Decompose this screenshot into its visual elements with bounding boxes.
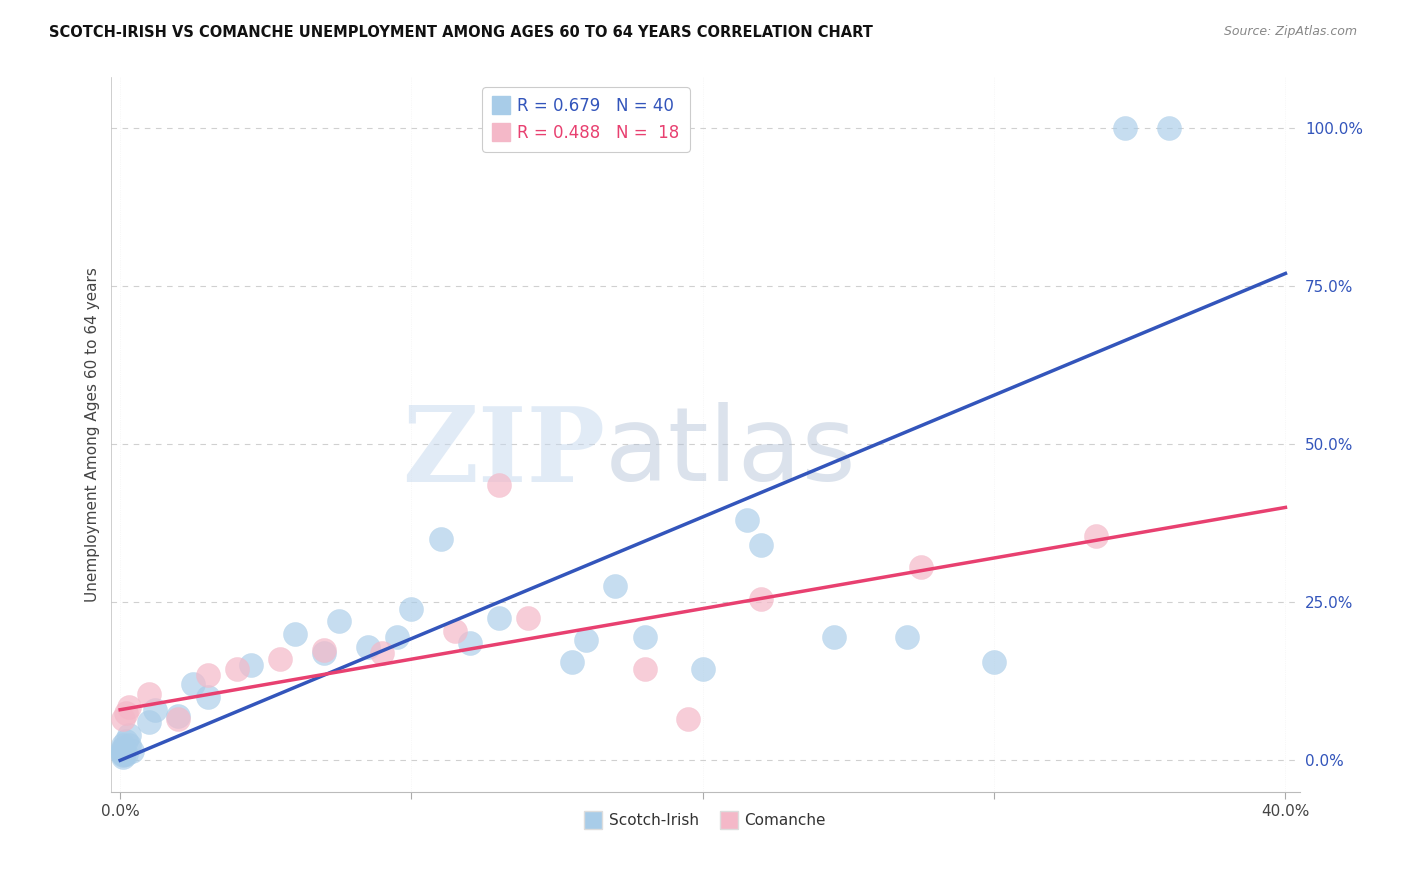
- Point: [312, 642, 335, 657]
- Point: [517, 611, 540, 625]
- Point: [371, 646, 394, 660]
- Point: [328, 614, 350, 628]
- Point: [118, 728, 141, 742]
- Point: [633, 630, 655, 644]
- Point: [112, 746, 135, 760]
- Point: [112, 744, 135, 758]
- Point: [181, 677, 204, 691]
- Point: [692, 662, 714, 676]
- Point: [115, 747, 138, 761]
- Point: [458, 636, 481, 650]
- Text: SCOTCH-IRISH VS COMANCHE UNEMPLOYMENT AMONG AGES 60 TO 64 YEARS CORRELATION CHAR: SCOTCH-IRISH VS COMANCHE UNEMPLOYMENT AM…: [49, 25, 873, 40]
- Point: [633, 662, 655, 676]
- Point: [167, 712, 190, 726]
- Point: [896, 630, 918, 644]
- Point: [115, 734, 138, 748]
- Point: [910, 560, 932, 574]
- Point: [167, 709, 190, 723]
- Point: [118, 738, 141, 752]
- Point: [240, 658, 263, 673]
- Point: [269, 652, 291, 666]
- Point: [312, 646, 335, 660]
- Point: [823, 630, 845, 644]
- Point: [749, 538, 772, 552]
- Point: [197, 668, 219, 682]
- Point: [605, 579, 627, 593]
- Text: ZIP: ZIP: [402, 401, 605, 504]
- Point: [444, 624, 467, 638]
- Point: [1085, 529, 1108, 543]
- Text: atlas: atlas: [605, 402, 856, 503]
- Point: [138, 715, 160, 730]
- Point: [225, 662, 247, 676]
- Point: [121, 744, 143, 758]
- Point: [112, 740, 135, 755]
- Point: [112, 747, 135, 761]
- Point: [1114, 121, 1136, 136]
- Point: [735, 513, 758, 527]
- Point: [138, 687, 160, 701]
- Point: [112, 712, 135, 726]
- Point: [284, 627, 307, 641]
- Point: [488, 478, 510, 492]
- Point: [1157, 121, 1180, 136]
- Point: [112, 742, 135, 756]
- Point: [112, 750, 135, 764]
- Point: [357, 640, 380, 654]
- Point: [385, 630, 408, 644]
- Point: [561, 656, 583, 670]
- Point: [676, 712, 699, 726]
- Text: Source: ZipAtlas.com: Source: ZipAtlas.com: [1223, 25, 1357, 38]
- Point: [488, 611, 510, 625]
- Point: [112, 738, 135, 752]
- Y-axis label: Unemployment Among Ages 60 to 64 years: Unemployment Among Ages 60 to 64 years: [86, 268, 100, 602]
- Point: [401, 601, 423, 615]
- Point: [749, 592, 772, 607]
- Point: [575, 633, 598, 648]
- Point: [429, 532, 451, 546]
- Point: [983, 656, 1005, 670]
- Point: [115, 706, 138, 720]
- Point: [197, 690, 219, 705]
- Point: [112, 748, 135, 763]
- Legend: Scotch-Irish, Comanche: Scotch-Irish, Comanche: [579, 807, 832, 834]
- Point: [118, 699, 141, 714]
- Point: [143, 703, 166, 717]
